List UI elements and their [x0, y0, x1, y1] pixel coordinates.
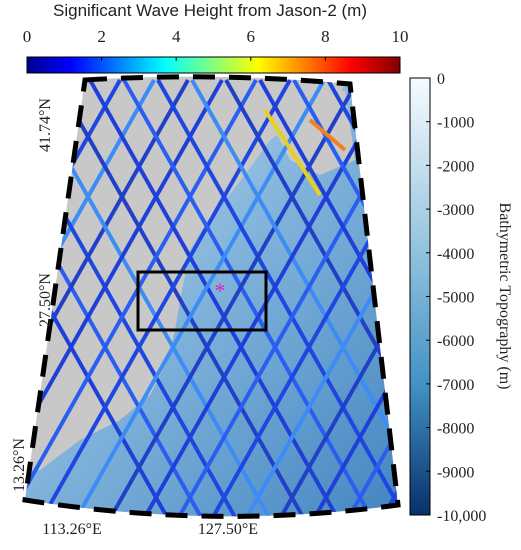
depth-tick-label: -9000 [437, 464, 474, 481]
track [224, 79, 398, 517]
track [88, 79, 352, 517]
track [232, 79, 398, 517]
track [62, 79, 326, 517]
track [156, 79, 398, 517]
depth-tick-label: -5000 [437, 290, 474, 307]
land [265, 90, 355, 175]
track [25, 79, 216, 517]
depth-tick-label: -4000 [437, 246, 474, 263]
track [54, 79, 318, 517]
track [266, 79, 398, 517]
lat-label: 41.74°N [37, 98, 54, 152]
wave-tick-label: 8 [321, 27, 330, 46]
wave-colorbar [26, 56, 401, 74]
depth-tick-label: -7000 [437, 377, 474, 394]
depth-tick-label: -1000 [437, 115, 474, 132]
depth-tick-label: -3000 [437, 202, 474, 219]
wave-tick-label: 2 [97, 27, 106, 46]
track [25, 79, 122, 517]
track [300, 79, 398, 517]
track [25, 79, 224, 517]
title: Significant Wave Height from Jason-2 (m) [53, 1, 367, 20]
track [25, 79, 156, 517]
depth-colorbar-label: Bathymetric Topography (m) [496, 203, 513, 390]
station-star: * [215, 278, 226, 303]
land [25, 76, 350, 470]
track [334, 79, 398, 517]
track [130, 79, 394, 517]
depth-tick-label: -6000 [437, 333, 474, 350]
wave-tick-label: 6 [247, 27, 256, 46]
depth-tick-label: -10,000 [437, 508, 486, 525]
track [25, 79, 190, 517]
study-box [136, 270, 268, 332]
depth-tick-label: -8000 [437, 421, 474, 438]
depth-tick-label: 0 [437, 71, 445, 88]
wave-tick-label: 0 [23, 27, 32, 46]
track [263, 108, 322, 197]
track [122, 79, 386, 517]
lat-label: 27.50°N [37, 273, 54, 327]
track [190, 79, 398, 517]
track [292, 79, 398, 517]
track [308, 118, 347, 152]
track [25, 79, 258, 517]
wave-tick-label: 10 [392, 27, 409, 46]
wave-tick-label: 4 [172, 27, 181, 46]
lon-label: 127.50°E [198, 521, 258, 538]
lat-label: 13.26°N [11, 438, 28, 492]
track [198, 79, 398, 517]
lon-label: 113.26°E [42, 521, 102, 538]
track [28, 79, 292, 517]
depth-tick-label: -2000 [437, 158, 474, 175]
track [96, 79, 360, 517]
